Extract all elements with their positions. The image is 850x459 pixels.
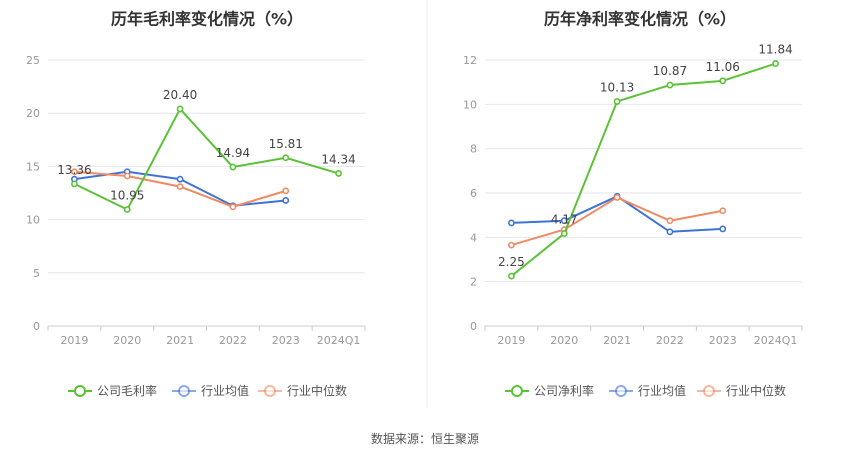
legend-label: 行业均值: [201, 383, 249, 398]
data-label: 10.13: [600, 80, 634, 94]
y-tick-label: 20: [26, 107, 40, 120]
legend-item: 行业中位数: [697, 383, 786, 398]
y-tick-label: 0: [470, 320, 477, 333]
y-tick-label: 0: [33, 320, 40, 333]
legend-label: 行业中位数: [726, 383, 786, 398]
chart-panel-2: 历年净利率变化情况（%） 0 2 4 6 8 10 12 2019 2020 2021 2022 202…: [463, 10, 803, 398]
x-tick-label: 2019: [60, 334, 88, 347]
y-tick-label: 25: [26, 54, 40, 67]
chart-title: 历年毛利率变化情况（%）: [111, 10, 303, 29]
data-point: [508, 272, 515, 280]
x-tick-label: 2021: [603, 334, 631, 347]
x-tick-label: 2021: [166, 334, 194, 347]
data-point: [123, 206, 131, 213]
legend-item: 行业均值: [609, 383, 686, 398]
series-line: [511, 195, 723, 233]
legend-item: 行业均值: [172, 383, 249, 398]
data-label: 14.34: [321, 152, 355, 166]
data-label: 4.17: [551, 213, 578, 227]
series-line: [510, 62, 776, 277]
data-point: [508, 241, 515, 249]
data-point: [508, 219, 515, 227]
legend-marker: [511, 385, 523, 397]
y-tick-label: 12: [463, 54, 477, 67]
data-point: [176, 105, 184, 113]
x-tick-label: 2024Q1: [317, 334, 361, 347]
data-point: [229, 203, 237, 211]
data-label: 15.81: [269, 137, 303, 151]
legend-marker: [178, 385, 190, 397]
legend-item: 公司毛利率: [68, 383, 157, 398]
data-point: [666, 217, 674, 225]
legend-label: 行业中位数: [287, 383, 347, 398]
x-tick-label: 2019: [497, 334, 525, 347]
data-point: [176, 183, 184, 191]
legend-label: 公司净利率: [534, 383, 594, 398]
x-tick-label: 2023: [709, 334, 737, 347]
x-tick-label: 2022: [656, 334, 684, 347]
data-point: [282, 187, 290, 195]
data-point: [719, 207, 727, 215]
legend-marker: [74, 385, 86, 397]
data-label: 2.25: [498, 255, 525, 269]
legend-marker: [703, 385, 715, 397]
y-tick-label: 2: [470, 276, 477, 289]
series-line: [73, 107, 339, 211]
y-tick-label: 15: [26, 160, 40, 173]
legend-item: 公司净利率: [505, 383, 594, 398]
chart-title: 历年净利率变化情况（%）: [544, 10, 736, 29]
data-label: 14.94: [216, 146, 250, 160]
source-text: 数据来源：恒生聚源: [371, 431, 479, 446]
data-point: [666, 228, 674, 236]
data-point: [176, 175, 184, 183]
y-tick-label: 5: [33, 267, 40, 280]
data-point: [772, 60, 779, 67]
data-point: [282, 154, 290, 162]
legend-item: 行业中位数: [258, 383, 347, 398]
data-point: [560, 217, 568, 225]
x-tick-label: 2020: [550, 334, 578, 347]
data-point: [719, 77, 727, 85]
x-tick-label: 2020: [113, 334, 141, 347]
x-tick-label: 2022: [219, 334, 247, 347]
y-tick-label: 8: [470, 143, 477, 156]
legend-label: 公司毛利率: [97, 383, 157, 398]
x-tick-label: 2023: [272, 334, 300, 347]
data-point: [613, 98, 621, 105]
data-point: [613, 194, 621, 201]
data-label: 13.36: [57, 163, 91, 177]
data-point: [282, 197, 290, 204]
legend-marker: [615, 385, 627, 397]
data-point: [123, 172, 131, 180]
legend-marker: [264, 385, 276, 397]
data-point: [71, 168, 78, 176]
data-label: 11.06: [706, 60, 740, 74]
data-label: 10.95: [110, 188, 144, 202]
data-point: [560, 230, 568, 237]
data-point: [666, 81, 674, 89]
x-tick-label: 2024Q1: [754, 334, 798, 347]
data-label: 10.87: [653, 64, 687, 78]
y-tick-label: 4: [470, 231, 477, 244]
legend-label: 行业均值: [638, 383, 686, 398]
data-point: [71, 180, 78, 188]
data-label: 11.84: [758, 43, 792, 57]
data-label: 20.40: [163, 88, 197, 102]
y-tick-label: 10: [26, 214, 40, 227]
chart-panel-1: 历年毛利率变化情况（%） 0 5 10 15 20 25 2019 2020 2021 2022 20…: [26, 10, 366, 398]
y-tick-label: 6: [470, 187, 477, 200]
data-point: [335, 170, 342, 177]
data-point: [719, 225, 727, 233]
y-tick-label: 10: [463, 98, 477, 111]
data-point: [229, 163, 237, 171]
